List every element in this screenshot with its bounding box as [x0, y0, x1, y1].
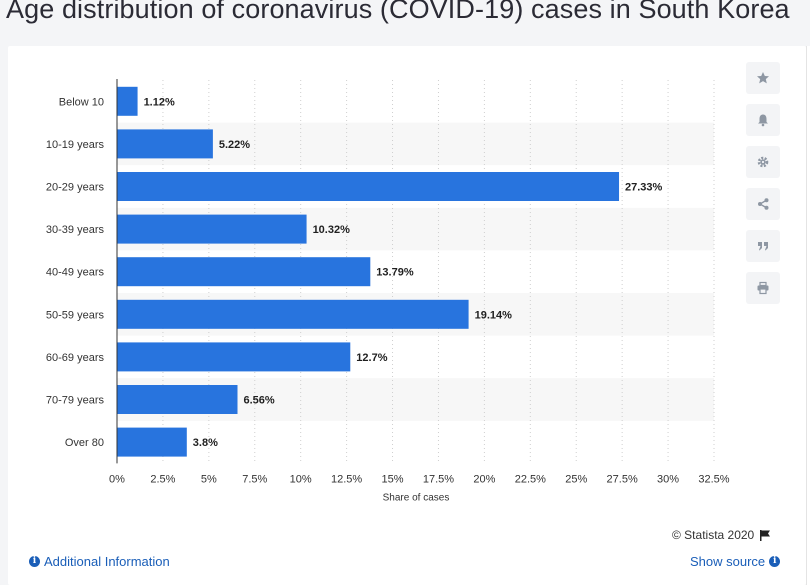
x-tick-label: 22.5%	[515, 473, 546, 485]
x-tick-label: 2.5%	[150, 473, 175, 485]
x-tick-label: 15%	[382, 473, 404, 485]
side-panel-edge	[806, 46, 810, 585]
data-label: 12.7%	[356, 352, 387, 364]
additional-information-link[interactable]: i Additional Information	[29, 554, 170, 569]
chart-card: 1.12% Below 10 5.22% 10-19 years 27.33% 20-29…	[8, 46, 806, 585]
bar[interactable]	[117, 342, 351, 372]
share-button[interactable]	[746, 188, 780, 220]
data-label: 27.33%	[625, 182, 663, 194]
bar-chart: 1.12% Below 10 5.22% 10-19 years 27.33% 20-29…	[46, 79, 730, 503]
category-label: 30-39 years	[46, 224, 105, 236]
x-tick-label: 32.5%	[698, 473, 729, 485]
category-label: 20-29 years	[46, 182, 105, 194]
category-label: 70-79 years	[46, 395, 105, 407]
bar[interactable]	[117, 129, 213, 159]
category-label: 60-69 years	[46, 352, 105, 364]
copyright-text: © Statista 2020	[672, 528, 755, 542]
data-label: 6.56%	[244, 395, 275, 407]
print-button[interactable]	[746, 272, 780, 304]
cite-button[interactable]	[746, 230, 780, 262]
x-tick-label: 7.5%	[242, 473, 267, 485]
category-label: Below 10	[59, 96, 104, 108]
category-label: 40-49 years	[46, 267, 105, 279]
data-label: 3.8%	[193, 437, 218, 449]
bar[interactable]	[117, 214, 307, 244]
x-tick-label: 20%	[473, 473, 495, 485]
x-tick-label: 10%	[290, 473, 312, 485]
bar[interactable]	[117, 427, 187, 457]
copyright: © Statista 2020	[672, 528, 771, 542]
additional-information-label: Additional Information	[44, 554, 170, 569]
data-label: 5.22%	[219, 139, 250, 151]
x-tick-label: 30%	[657, 473, 679, 485]
x-tick-label: 25%	[565, 473, 587, 485]
bar[interactable]	[117, 86, 138, 116]
bar[interactable]	[117, 385, 238, 414]
flag-icon[interactable]	[759, 529, 771, 541]
chart-toolbar	[746, 62, 782, 314]
x-tick-label: 5%	[201, 473, 217, 485]
info-icon: i	[29, 556, 40, 567]
share-icon	[758, 198, 769, 210]
info-icon: i	[769, 556, 781, 567]
gear-icon	[757, 156, 769, 168]
data-label: 10.32%	[313, 224, 351, 236]
row-stripe	[117, 122, 714, 166]
category-label: Over 80	[65, 437, 104, 449]
print-icon	[757, 281, 769, 295]
bar[interactable]	[117, 257, 371, 287]
x-axis-title: Share of cases	[383, 492, 450, 503]
x-tick-label: 0%	[109, 473, 125, 485]
star-icon	[757, 72, 769, 84]
notification-button[interactable]	[746, 104, 780, 136]
category-label: 50-59 years	[46, 309, 105, 321]
category-label: 10-19 years	[46, 139, 105, 151]
settings-button[interactable]	[746, 146, 780, 178]
quote-icon	[758, 242, 768, 251]
x-tick-label: 17.5%	[423, 473, 454, 485]
bar[interactable]	[117, 299, 469, 329]
favorite-button[interactable]	[746, 62, 780, 94]
page-title: Age distribution of coronavirus (COVID-1…	[6, 0, 790, 24]
data-label: 1.12%	[144, 96, 175, 108]
bell-icon	[758, 114, 768, 127]
x-tick-label: 27.5%	[607, 473, 638, 485]
data-label: 13.79%	[376, 267, 414, 279]
bar[interactable]	[117, 172, 620, 201]
show-source-link[interactable]: Show source i	[690, 554, 781, 569]
x-tick-label: 12.5%	[331, 473, 362, 485]
data-label: 19.14%	[475, 309, 513, 321]
show-source-label: Show source	[690, 554, 766, 569]
